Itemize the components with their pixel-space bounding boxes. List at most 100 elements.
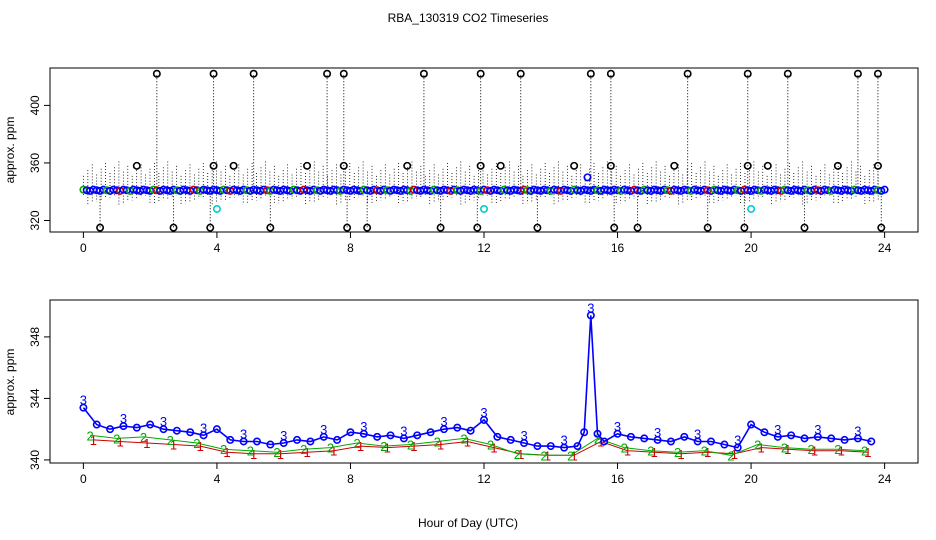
series-3-marker: 3 [734,433,741,448]
series-3-point [199,431,208,440]
series-3-point [693,437,702,446]
upper-spike-point [249,69,258,78]
series-2-marker: 2 [247,444,254,459]
series-2-marker: 2 [113,431,120,446]
series-3-point [306,437,315,446]
series-3-marker: 3 [120,411,127,426]
series-3-point [279,439,288,448]
series-3-point [533,442,542,451]
series-3-point [426,428,435,437]
series-1-marker: 1 [277,447,284,462]
lower-spike-point [800,223,809,232]
series-1-marker: 1 [571,448,578,463]
series-1-marker: 1 [838,444,845,459]
series-3-point [573,442,582,451]
series-2-marker: 2 [434,434,441,449]
series-3-point [773,432,782,441]
upper-spike-point [873,69,882,78]
series-3-point [399,434,408,443]
upper-spike-point [586,69,595,78]
series-3-marker: 3 [854,423,861,438]
upper-spike-point [419,69,428,78]
series-3-marker: 3 [480,405,487,420]
mid-outlier-point [403,161,412,170]
series-3-point [640,434,649,443]
cyan-point [479,204,488,213]
series-3-point [386,431,395,440]
series-3-point [853,434,862,443]
series-3-point [580,428,589,437]
series-3-marker: 3 [814,422,821,437]
lower-spike-point [206,223,215,232]
bottom-x-tick-label: 16 [611,472,625,486]
series-3-point [373,432,382,441]
bottom-plot-frame [49,299,919,464]
top-y-tick-label: 400 [28,95,42,115]
series-3-point [520,439,529,448]
upper-spike-point [323,69,332,78]
x-axis-label: Hour of Day (UTC) [418,516,518,530]
bottom-y-axis-label: approx. ppm [3,349,17,416]
lower-spike-point [343,223,352,232]
series-3-point [252,437,261,446]
series-2-marker: 2 [167,433,174,448]
series-3-point [106,425,115,434]
upper-spike-point [152,69,161,78]
series-3-marker: 3 [440,414,447,429]
mid-outlier-point [570,161,579,170]
series-1-marker: 1 [116,434,123,449]
upper-spike-point [476,69,485,78]
series-3-point [593,429,602,438]
upper-spike-point [606,69,615,78]
series-3-point [79,403,88,412]
series-3-point [840,435,849,444]
series-2-marker: 2 [140,430,147,445]
series-3-point [560,443,569,452]
mid-outlier-point [496,161,505,170]
series-2-marker: 2 [674,445,681,460]
series-3-point [600,437,609,446]
series-3-point [333,435,342,444]
lower-spike-point [740,223,749,232]
top-y-tick-label: 320 [28,210,42,230]
bottom-y-tick-label: 340 [28,450,42,470]
bottom-x-tick-label: 0 [80,472,87,486]
series-1-marker: 1 [437,438,444,453]
series-3-point [479,415,488,424]
series-2-marker: 2 [834,442,841,457]
series-1-marker: 1 [864,445,871,460]
series-2-marker: 2 [754,438,761,453]
bottom-x-tick-label: 24 [878,472,892,486]
mid-outlier-point [670,161,679,170]
top-y-tick-label: 360 [28,153,42,173]
series-2-marker: 2 [514,447,521,462]
cyan-point [747,204,756,213]
lower-spike-point [533,223,542,232]
upper-spike-point [516,69,525,78]
mid-outlier-point [229,161,238,170]
series-3-point [92,420,101,429]
series-3-point [506,435,515,444]
series-3-point [626,432,635,441]
upper-spike-point [853,69,862,78]
series-1-line [93,439,868,456]
series-3-point [239,437,248,446]
series-2-marker: 2 [567,448,574,463]
mid-outlier-point [743,161,752,170]
series-3-point [119,422,128,431]
series-3-point [266,440,275,449]
mid-outlier-point [303,161,312,170]
series-1-marker: 1 [143,436,150,451]
series-3-point [613,429,622,438]
series-2-marker: 2 [300,442,307,457]
series-2-marker: 2 [407,438,414,453]
series-3-marker: 3 [240,426,247,441]
series-3-marker: 3 [400,423,407,438]
series-3-point [413,431,422,440]
series-3-point [867,437,876,446]
series-3-point [172,426,181,435]
series-3-point [680,432,689,441]
series-1-marker: 1 [811,444,818,459]
top-panel: 0 4 8 12 16 20 24 320 360 400 approx. ppm [3,67,919,255]
